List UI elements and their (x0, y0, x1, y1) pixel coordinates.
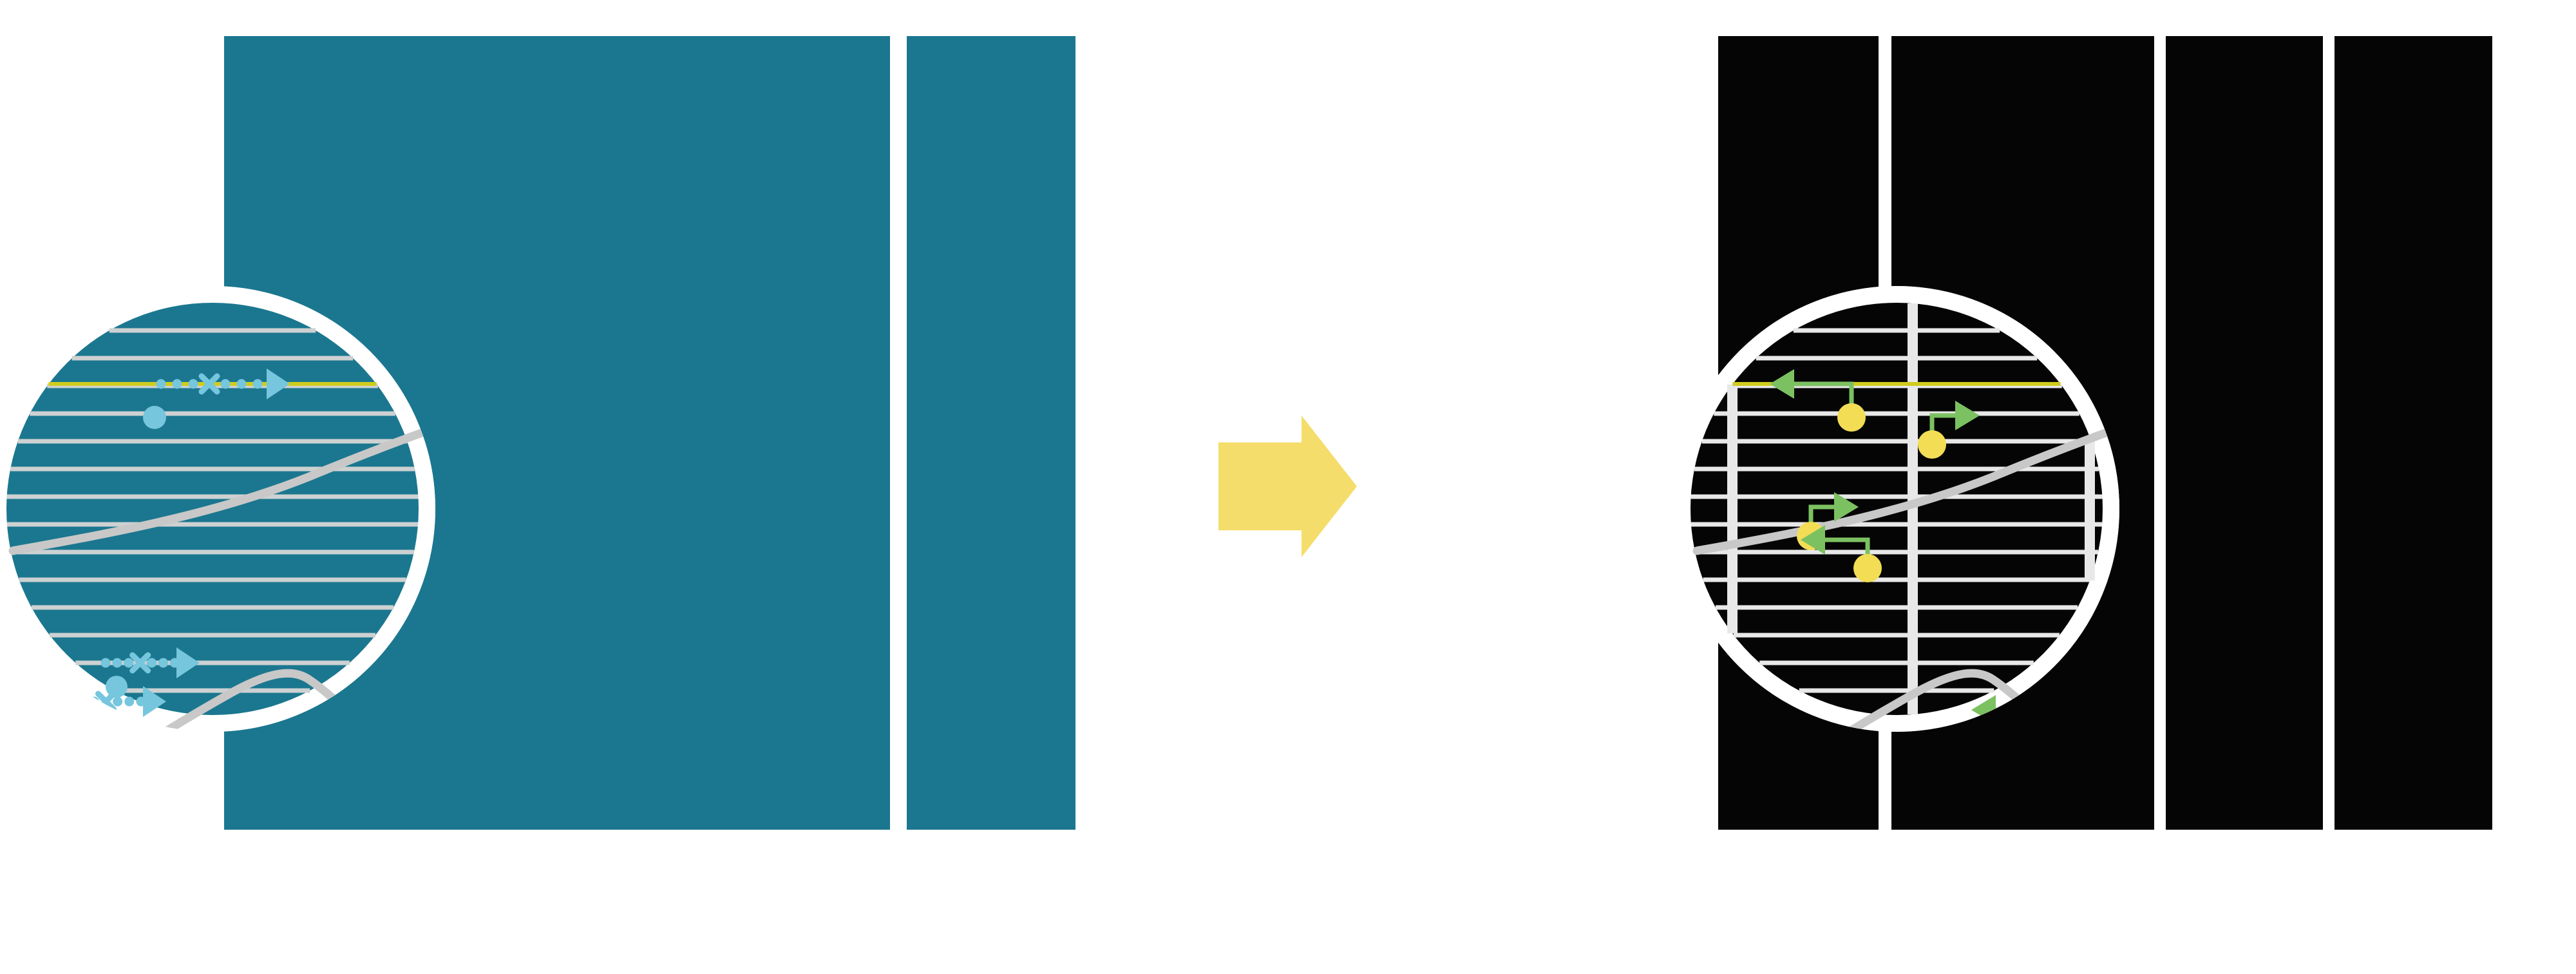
vector-origin-dot (28, 256, 57, 285)
vector-arrowhead (125, 222, 149, 251)
track-dot (188, 379, 198, 389)
left-lens-ring (0, 286, 435, 732)
lens-gridline-horizontal (31, 605, 394, 610)
lens-gridline-horizontal (71, 356, 354, 361)
transition-arrow-group (1218, 415, 1357, 557)
lens-gridline-horizontal (1714, 411, 2079, 416)
track-dot (112, 658, 122, 668)
lens-gridline-vertical (1727, 384, 1738, 634)
lens-gridline-horizontal (1703, 577, 2090, 582)
lens-gridline-horizontal (6, 522, 419, 527)
blue-dot-lower-upper (106, 676, 128, 698)
left-lens-stripes (6, 328, 419, 693)
lens-gridline-horizontal (1793, 328, 2000, 333)
lens-gridline-horizontal (1759, 660, 2034, 665)
blue-dot-upper-left (143, 406, 166, 429)
track-dot (124, 658, 134, 668)
track-dot (158, 658, 168, 668)
left-lens-content (6, 222, 435, 732)
track-dot (66, 696, 76, 707)
track-x-marker (198, 373, 220, 395)
right-panel-group (1575, 36, 2492, 830)
vector-origin-dot (1575, 630, 1604, 658)
vector-origin-dot (1837, 403, 1866, 432)
track-arrowhead (176, 647, 200, 678)
lens-gridline-horizontal (1756, 356, 2038, 361)
track-dot (89, 696, 99, 707)
vector-arrow-stem (43, 259, 71, 271)
track-dot (172, 379, 182, 389)
lens-gridline-horizontal (11, 549, 414, 555)
lens-gridline-horizontal (10, 466, 415, 472)
lens-gridline-horizontal (109, 328, 316, 333)
lens-gridline-vertical (1908, 303, 1918, 715)
lens-gridline-horizontal (6, 494, 419, 499)
lens-gridline-horizontal (1690, 522, 2103, 527)
track-arrowhead (267, 368, 290, 399)
lens-gridline-horizontal (1694, 466, 2099, 472)
vector-arrow-stem (98, 236, 126, 249)
left-vector-arrows (28, 222, 149, 285)
vector-arrowhead (1955, 401, 1980, 430)
blue-dot-lower-lower (69, 712, 91, 732)
right-yellow-guide-line (1732, 382, 2061, 386)
right-lens-vertical-gridlines (1727, 303, 2095, 715)
track-dot (252, 379, 263, 389)
lens-gridline-horizontal (1695, 549, 2098, 555)
lens-gridline-horizontal (115, 688, 310, 693)
panel-column-4 (2334, 36, 2492, 830)
vector-arrowhead (1633, 604, 1658, 633)
vector-arrow-stem (1589, 618, 1634, 644)
contour-curve-upper (8, 286, 435, 555)
track-x-marker (129, 652, 151, 674)
lens-gridline-horizontal (1715, 605, 2078, 610)
track-dot (77, 696, 88, 707)
vector-arrowhead (1801, 525, 1825, 555)
track-dot (100, 658, 111, 668)
lens-gridline-horizontal (1690, 494, 2103, 499)
track-dot (220, 379, 231, 389)
transition-arrow (1218, 415, 1357, 557)
lens-gridline-horizontal (17, 439, 408, 444)
panel-column-3 (2166, 36, 2323, 830)
right-vector-arrows (1575, 369, 2049, 732)
panel-column-2 (907, 36, 1075, 830)
lens-gridline-horizontal (19, 577, 406, 582)
track-dot (156, 379, 166, 389)
track-dot (113, 696, 123, 707)
vector-origin-dot (1918, 430, 1946, 459)
vector-origin-dot (1853, 554, 1882, 582)
lens-gridline-vertical (2085, 437, 2095, 581)
left-panel-group (0, 36, 1075, 830)
lens-gridline-horizontal (1734, 633, 2060, 638)
track-arrowhead (143, 686, 166, 717)
right-lens-ring (1674, 286, 2119, 732)
lens-gridline-horizontal (1799, 688, 1994, 693)
lens-gridline-horizontal (50, 633, 375, 638)
vector-arrowhead (1834, 492, 1859, 522)
lens-gridline-horizontal (30, 411, 395, 416)
track-dot (147, 658, 157, 668)
vector-arrowhead (70, 244, 95, 274)
lens-gridline-horizontal (1701, 439, 2092, 444)
track-dot (124, 696, 135, 707)
track-dot (236, 379, 247, 389)
contour-curve-upper (1692, 286, 2119, 555)
vector-origin-dot (84, 234, 112, 263)
lens-gridline-horizontal (75, 660, 350, 665)
vector-arrowhead (1770, 369, 1794, 399)
